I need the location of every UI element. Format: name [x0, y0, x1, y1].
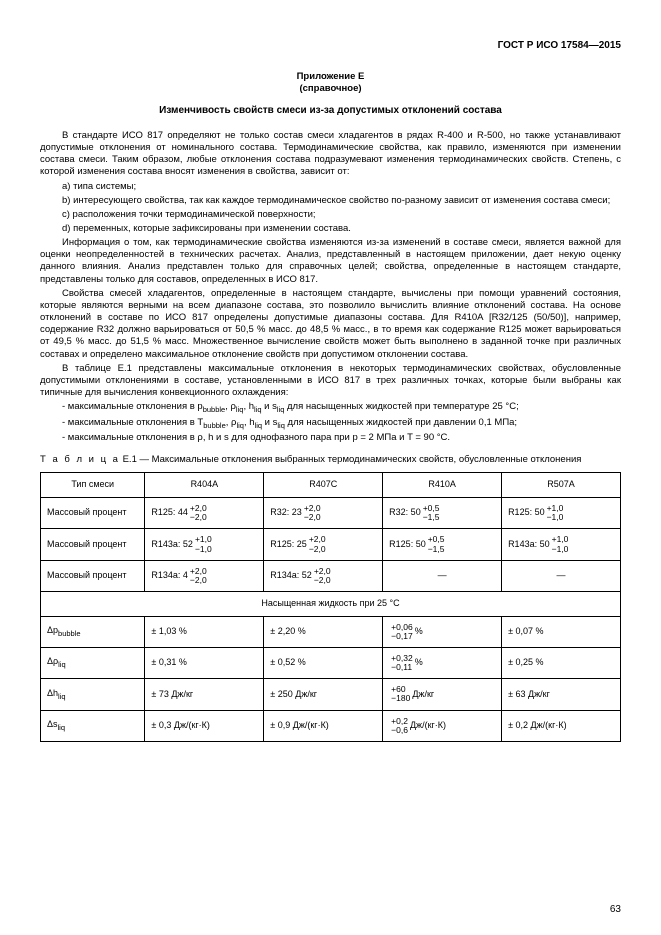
- cell: ± 0,07 %: [502, 616, 621, 647]
- cell: R134a: 52+2,0−2,0: [264, 560, 383, 591]
- para-3: Свойства смесей хладагентов, определенны…: [40, 288, 621, 361]
- annex-label: Приложение Е: [40, 71, 621, 83]
- cell: +0,06−0,17%: [383, 616, 502, 647]
- cell: ± 1,03 %: [145, 616, 264, 647]
- table-row: Δsliq ± 0,3 Дж/(кг·К) ± 0,9 Дж/(кг·К) +0…: [41, 710, 621, 741]
- para-4: В таблице Е.1 представлены максимальные …: [40, 363, 621, 399]
- page-number: 63: [610, 904, 621, 917]
- table-row: Δρliq ± 0,31 % ± 0,52 % +0,32−0,11% ± 0,…: [41, 647, 621, 678]
- cell: ± 0,52 %: [264, 647, 383, 678]
- cell: +0,32−0,11%: [383, 647, 502, 678]
- cell: ± 0,2 Дж/(кг·К): [502, 710, 621, 741]
- table-row: Δpbubble ± 1,03 % ± 2,20 % +0,06−0,17% ±…: [41, 616, 621, 647]
- bullet-1-pre: - максимальные отклонения в p: [62, 401, 203, 412]
- cell: R143a: 52+1,0−1,0: [145, 529, 264, 560]
- th-r507a: R507A: [502, 473, 621, 498]
- cell: ± 0,3 Дж/(кг·К): [145, 710, 264, 741]
- cell: R125: 50+0,5−1,5: [383, 529, 502, 560]
- doc-header: ГОСТ Р ИСО 17584—2015: [40, 40, 621, 53]
- cell: ± 2,20 %: [264, 616, 383, 647]
- cell-dash: —: [383, 560, 502, 591]
- cell: ± 63 Дж/кг: [502, 679, 621, 710]
- cell-mp-label: Массовый процент: [41, 560, 145, 591]
- cell: ± 0,9 Дж/(кг·К): [264, 710, 383, 741]
- bullet-2: - максимальные отклонения в Tbubble, ρli…: [40, 417, 621, 430]
- table-row: Δhliq ± 73 Дж/кг ± 250 Дж/кг +60−180Дж/к…: [41, 679, 621, 710]
- bullet-1-post: для насыщенных жидкостей при температуре…: [284, 401, 518, 412]
- cell: ± 73 Дж/кг: [145, 679, 264, 710]
- bullet-3: - максимальные отклонения в ρ, h и s для…: [40, 432, 621, 444]
- cell: R125: 25+2,0−2,0: [264, 529, 383, 560]
- table-e1: Тип смеси R404A R407C R410A R507A Массов…: [40, 472, 621, 741]
- cell-mp-label: Массовый процент: [41, 529, 145, 560]
- cell: R32: 50+0,5−1,5: [383, 497, 502, 528]
- list-item-d: d) переменных, которые зафиксированы при…: [40, 223, 621, 235]
- cell: ± 250 Дж/кг: [264, 679, 383, 710]
- para-1: В стандарте ИСО 817 определяют не только…: [40, 130, 621, 179]
- cell-label: Δsliq: [41, 710, 145, 741]
- table-header-row: Тип смеси R404A R407C R410A R507A: [41, 473, 621, 498]
- cell: R125: 44+2,0−2,0: [145, 497, 264, 528]
- cell: R143a: 50+1,0−1,0: [502, 529, 621, 560]
- section-25c: Насыщенная жидкость при 25 °C: [41, 592, 621, 617]
- bullet-1-mid3: и s: [262, 401, 277, 412]
- cell: R134a: 4+2,0−2,0: [145, 560, 264, 591]
- table-caption-rest: Е.1 — Максимальные отклонения выбранных …: [120, 454, 581, 465]
- bullet-1-mid: , ρ: [225, 401, 236, 412]
- table-row: Массовый процент R134a: 4+2,0−2,0 R134a:…: [41, 560, 621, 591]
- annex-title: Изменчивость свойств смеси из-за допусти…: [40, 105, 621, 118]
- th-r404a: R404A: [145, 473, 264, 498]
- table-row: Массовый процент R125: 44+2,0−2,0 R32: 2…: [41, 497, 621, 528]
- cell: R32: 23+2,0−2,0: [264, 497, 383, 528]
- cell-label: Δpbubble: [41, 616, 145, 647]
- cell: R125: 50+1,0−1,0: [502, 497, 621, 528]
- th-r407c: R407C: [264, 473, 383, 498]
- th-r410a: R410A: [383, 473, 502, 498]
- bullet-1: - максимальные отклонения в pbubble, ρli…: [40, 401, 621, 414]
- list-item-c: c) расположения точки термодинамической …: [40, 209, 621, 221]
- list-item-a: a) типа системы;: [40, 181, 621, 193]
- table-caption-spaced: Т а б л и ц а: [40, 454, 120, 465]
- cell-dash: —: [502, 560, 621, 591]
- bullet-2-post: для насыщенных жидкостей при давлении 0,…: [285, 417, 517, 428]
- cell: ± 0,31 %: [145, 647, 264, 678]
- table-section-row: Насыщенная жидкость при 25 °C: [41, 592, 621, 617]
- para-2: Информация о том, как термодинамические …: [40, 237, 621, 286]
- table-caption: Т а б л и ц а Е.1 — Максимальные отклоне…: [40, 454, 621, 466]
- annex-type: (справочное): [40, 83, 621, 95]
- list-item-b: b) интересующего свойства, так как каждо…: [40, 195, 621, 207]
- th-type: Тип смеси: [41, 473, 145, 498]
- cell-label: Δhliq: [41, 679, 145, 710]
- bullet-2-pre: - максимальные отклонения в T: [62, 417, 203, 428]
- cell-mp-label: Массовый процент: [41, 497, 145, 528]
- cell-label: Δρliq: [41, 647, 145, 678]
- cell: +0,2−0,6Дж/(кг·К): [383, 710, 502, 741]
- bullet-1-mid2: , h: [243, 401, 254, 412]
- cell: +60−180Дж/кг: [383, 679, 502, 710]
- cell: ± 0,25 %: [502, 647, 621, 678]
- table-row: Массовый процент R143a: 52+1,0−1,0 R125:…: [41, 529, 621, 560]
